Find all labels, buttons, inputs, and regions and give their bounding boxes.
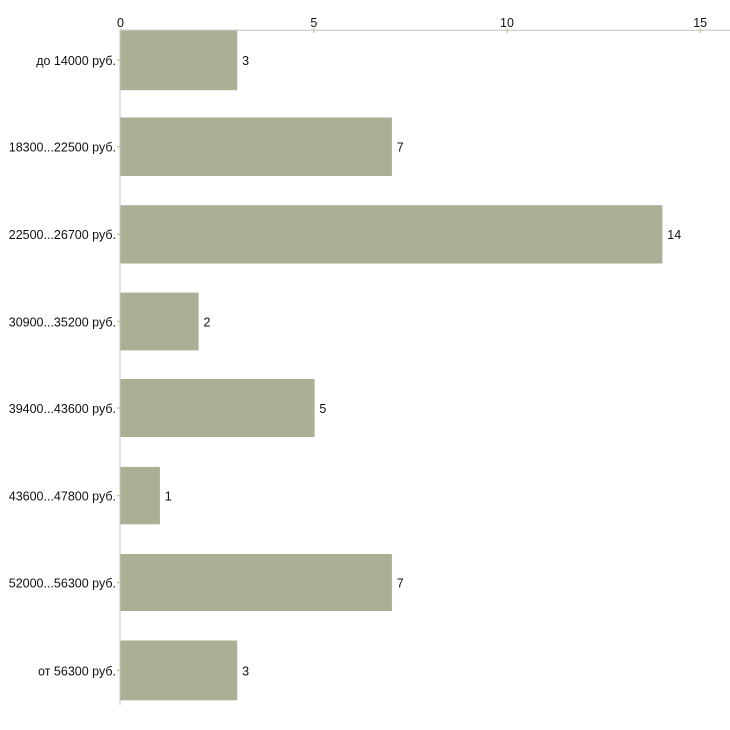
svg-text:22500...26700 руб.: 22500...26700 руб. — [9, 228, 116, 242]
svg-text:43600...47800 руб.: 43600...47800 руб. — [9, 490, 116, 504]
svg-text:3: 3 — [242, 54, 249, 68]
svg-text:7: 7 — [397, 576, 404, 590]
svg-text:5: 5 — [319, 402, 326, 416]
svg-text:до 14000 руб.: до 14000 руб. — [36, 54, 116, 68]
svg-text:1: 1 — [165, 490, 172, 504]
svg-text:10: 10 — [500, 16, 514, 30]
svg-text:0: 0 — [117, 16, 124, 30]
svg-text:3: 3 — [242, 664, 249, 678]
svg-text:14: 14 — [667, 228, 681, 242]
svg-text:18300...22500 руб.: 18300...22500 руб. — [9, 141, 116, 155]
svg-text:30900...35200 руб.: 30900...35200 руб. — [9, 315, 116, 329]
svg-text:от 56300 руб.: от 56300 руб. — [38, 664, 116, 678]
svg-text:15: 15 — [693, 16, 707, 30]
svg-text:7: 7 — [397, 141, 404, 155]
svg-text:39400...43600 руб.: 39400...43600 руб. — [9, 402, 116, 416]
svg-text:5: 5 — [310, 16, 317, 30]
svg-text:2: 2 — [204, 315, 211, 329]
svg-text:52000...56300 руб.: 52000...56300 руб. — [9, 576, 116, 590]
